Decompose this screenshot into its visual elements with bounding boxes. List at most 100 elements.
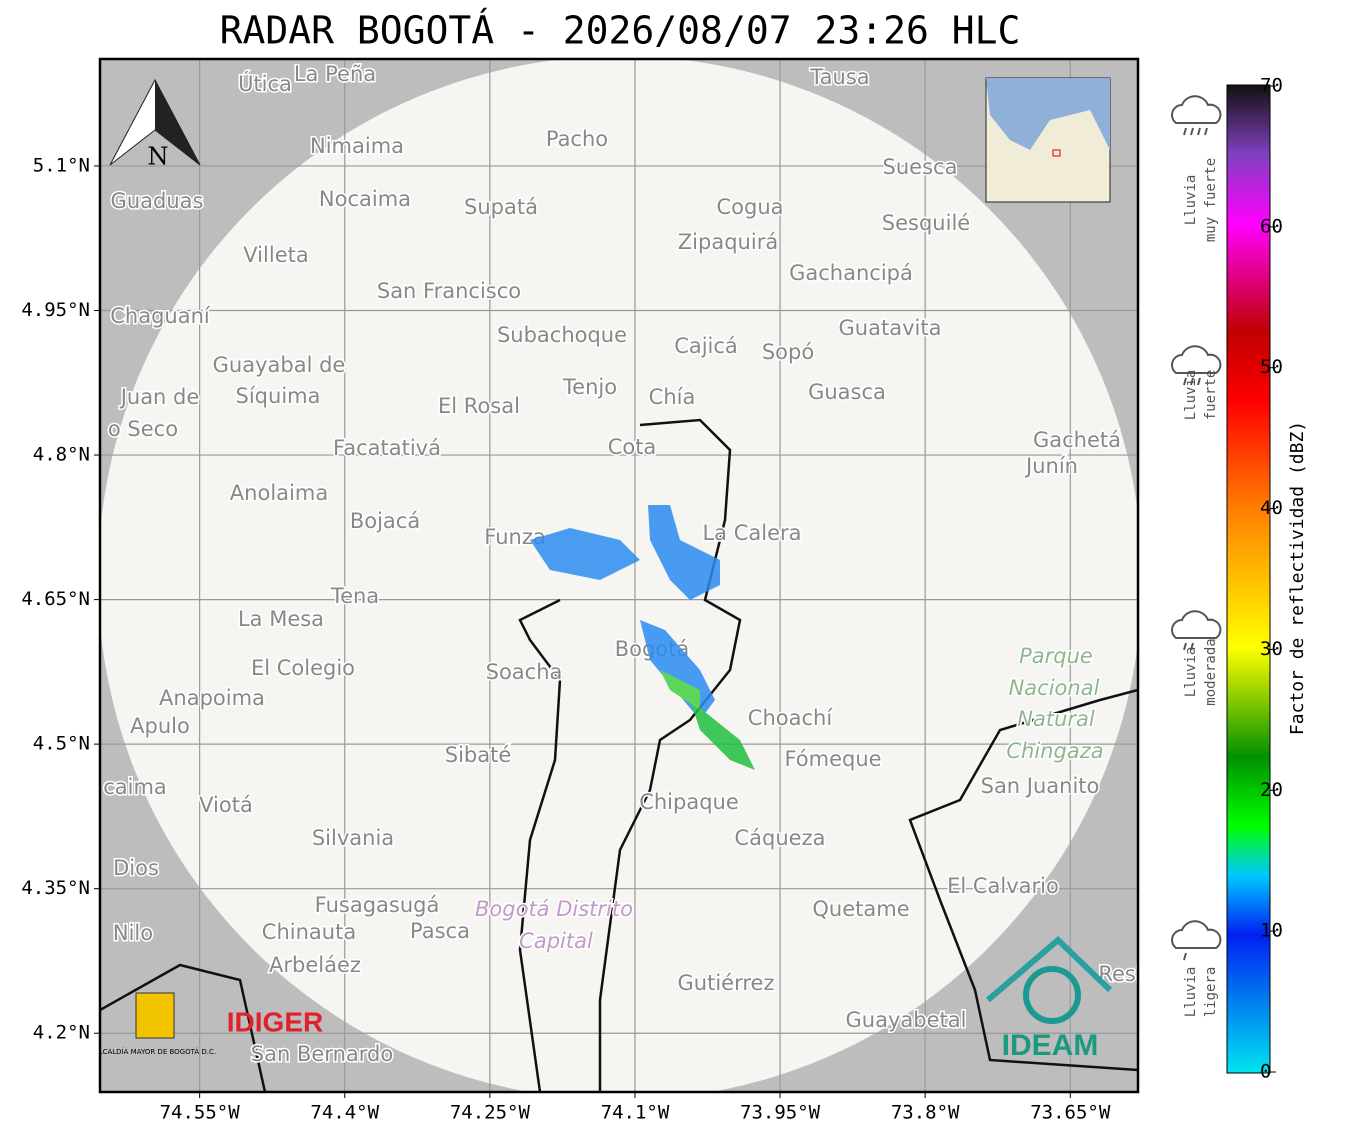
place-label: La Mesa <box>238 607 324 631</box>
y-tick-label: 4.35°N <box>21 877 90 899</box>
place-label: Choachí <box>748 706 834 730</box>
place-label: Soacha <box>486 660 563 684</box>
district-label: Capital <box>519 929 593 953</box>
place-label: Bojacá <box>350 509 420 533</box>
y-tick-label: 4.2°N <box>33 1022 90 1044</box>
level-label: Lluvia <box>1183 175 1199 226</box>
place-label: San Juanito <box>981 774 1100 798</box>
place-label: La Calera <box>702 521 801 545</box>
colorbar-tick-label: 30 <box>1260 638 1283 660</box>
rain-drop <box>1190 377 1194 386</box>
rain-drop <box>1183 642 1187 651</box>
place-label: Anapoima <box>159 686 265 710</box>
map-area: Útica La Peña Tausa Pacho Nimaima Guaduas Noca… <box>94 59 1138 1092</box>
title: RADAR BOGOTÁ - 2026/08/07 23:26 HLC <box>220 9 1021 53</box>
place-label: San Bernardo <box>251 1042 393 1066</box>
y-tick-label: 5.1°N <box>33 154 90 176</box>
place-label: Villeta <box>243 243 308 267</box>
place-label: Facatativá <box>333 436 441 460</box>
place-label: Gachetá <box>1033 428 1121 452</box>
place-label: Tenjo <box>562 375 617 399</box>
idiger-logo: IDIGER <box>227 1006 323 1037</box>
place-label: Cajicá <box>674 334 738 358</box>
place-label: Cota <box>608 435 657 459</box>
place-label: Síquima <box>236 384 321 408</box>
weather-icon <box>1171 920 1222 949</box>
place-label: Gutiérrez <box>678 971 775 995</box>
ideam-swirl <box>1023 966 1081 1024</box>
place-label: Nocaima <box>319 187 411 211</box>
place-label: Fusagasugá <box>315 893 440 917</box>
place-label: La Peña <box>294 62 376 86</box>
place-label: Sesquilé <box>882 211 970 235</box>
level-label: ligera <box>1203 967 1219 1018</box>
park-label: Chingaza <box>1006 739 1103 763</box>
colorbar-tick-label: 70 <box>1260 75 1283 97</box>
boundary <box>100 688 1138 1092</box>
place-label: Guaduas <box>111 189 204 213</box>
x-tick-label: 74.4°W <box>310 1102 379 1124</box>
boundary <box>518 418 742 1092</box>
map-frame <box>98 57 1140 1094</box>
colorbar-tick-label: 20 <box>1260 779 1283 801</box>
alcaldia-shield <box>135 992 175 1039</box>
x-tick-label: 73.65°W <box>1030 1102 1111 1124</box>
radar-range <box>100 59 1138 1092</box>
level-label: moderada <box>1203 638 1219 705</box>
place-label: Gachancipá <box>789 261 913 285</box>
place-label: Pasca <box>410 919 470 943</box>
place-label: Guayabetal <box>846 1008 967 1032</box>
place-label: San Francisco <box>377 279 521 303</box>
place-label: Zipaquirá <box>678 230 778 254</box>
place-label: Supatá <box>464 195 538 219</box>
place-label: Chipaque <box>639 790 739 814</box>
park-label: Parque <box>1019 644 1093 668</box>
place-label: El Colegio <box>251 656 355 680</box>
park-label: Nacional <box>1009 676 1100 700</box>
colorbar-label: Factor de reflectividad (dBZ) <box>1287 421 1308 735</box>
place-label: Sibaté <box>445 743 512 767</box>
place-label: El Rosal <box>438 394 520 418</box>
colorbar-tick-label: 10 <box>1260 920 1283 942</box>
x-tick-label: 74.1°W <box>601 1102 670 1124</box>
colorbar <box>1226 84 1271 1074</box>
park-label: Natural <box>1017 707 1095 731</box>
inset-sea <box>986 78 1110 150</box>
place-label: Juan de <box>119 385 200 409</box>
alcaldia-logo: ALCALDÍA MAYOR DE BOGOTÁ D.C. <box>94 1047 216 1056</box>
colorbar-tick-label: 50 <box>1260 356 1283 378</box>
colorbar-tick-label: 40 <box>1260 497 1283 519</box>
place-label: Pacho <box>546 127 608 151</box>
place-label: Guatavita <box>839 316 942 340</box>
rain-drop <box>1197 127 1201 136</box>
rain-drop <box>1190 127 1194 136</box>
place-label: Quetame <box>812 897 909 921</box>
place-label: Nimaima <box>310 134 404 158</box>
weather-icon <box>1171 345 1222 374</box>
y-tick-label: 4.95°N <box>21 299 90 321</box>
y-tick-label: 4.8°N <box>33 444 90 466</box>
place-label: Dios <box>113 856 159 880</box>
y-tick-label: 4.65°N <box>21 588 90 610</box>
level-label: Lluvia <box>1183 967 1199 1018</box>
rain-drop <box>1183 952 1187 961</box>
x-tick-label: 73.8°W <box>891 1102 960 1124</box>
place-label: Guasca <box>808 380 886 404</box>
place-label: caima <box>103 775 167 799</box>
place-label: Tena <box>330 584 379 608</box>
rain-drop <box>1183 377 1187 386</box>
rain-drop <box>1197 377 1201 386</box>
place-label: Arbeláez <box>269 953 361 977</box>
place-label: Útica <box>238 71 292 96</box>
place-label: Junín <box>1024 454 1078 478</box>
place-label: Chinauta <box>262 920 356 944</box>
place-label: Anolaima <box>230 481 328 505</box>
north-label: N <box>148 143 169 171</box>
place-label: Suesca <box>883 155 958 179</box>
place-label: Sopó <box>762 340 814 364</box>
level-label: muy fuerte <box>1203 158 1219 242</box>
y-tick-label: 4.5°N <box>33 733 90 755</box>
place-label: Cáqueza <box>735 826 826 850</box>
